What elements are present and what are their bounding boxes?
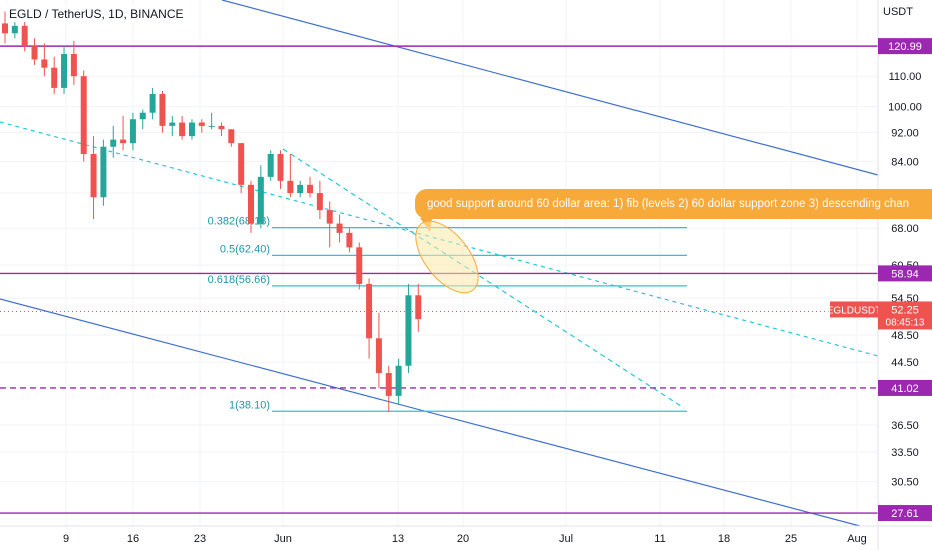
candle-body — [41, 59, 48, 68]
candles — [2, 11, 422, 413]
candle-body — [110, 139, 117, 147]
candle-body — [415, 295, 422, 320]
time-tick-label: 11 — [654, 533, 665, 545]
candle-body — [375, 338, 382, 374]
candle-body — [248, 184, 254, 224]
candle-body — [395, 365, 402, 396]
channel-upper-line — [221, 0, 879, 176]
fib-level-label: 1(38.10) — [229, 399, 270, 411]
annotation-callout[interactable]: good support around 60 dollar area: 1) f… — [415, 189, 932, 219]
time-tick-label: 16 — [127, 533, 139, 545]
symbol-tag — [830, 301, 878, 318]
level-price-tag — [878, 379, 932, 396]
candle-body — [70, 54, 77, 77]
time-tick-label: Jun — [274, 533, 292, 545]
level-price-label: 27.61 — [891, 508, 919, 520]
candle-body — [198, 122, 205, 126]
candle-body — [159, 93, 166, 126]
candle-body — [366, 283, 373, 339]
price-tick-label: 36.50 — [891, 420, 919, 432]
candle-body — [336, 223, 343, 233]
candle-body — [139, 112, 146, 120]
price-tick-label: 48.50 — [891, 330, 919, 342]
candle-body — [120, 139, 127, 144]
time-tick-label: Jul — [559, 533, 573, 545]
level-price-tag — [878, 505, 932, 522]
fib-level-label: 0.5(62.40) — [220, 243, 270, 255]
fib-level-label: 0.382(68.13) — [208, 216, 270, 228]
candle-body — [316, 193, 323, 211]
time-tick-label: Aug — [847, 533, 867, 545]
candle-body — [208, 125, 215, 127]
candle-body — [277, 153, 284, 181]
candle-body — [169, 122, 176, 126]
time-tick-label: 20 — [457, 533, 469, 545]
candle-body — [257, 176, 264, 224]
time-tick-label: 25 — [785, 533, 797, 545]
price-axis: 110.00100.0092.0084.0076.0068.0060.5054.… — [827, 0, 932, 550]
candle-body — [267, 153, 274, 177]
candle-body — [307, 184, 314, 194]
price-tick-label: 30.50 — [891, 477, 919, 489]
candle-body — [405, 295, 412, 366]
candle-body — [80, 76, 87, 154]
candle-body — [100, 146, 107, 198]
candle-body — [11, 25, 18, 34]
level-price-tag — [878, 265, 932, 282]
time-tick-label: 18 — [718, 533, 730, 545]
candle-body — [238, 143, 245, 185]
countdown-label: 08:45:13 — [886, 317, 925, 328]
channel-lower-line — [0, 298, 861, 527]
trend-channels — [0, 0, 879, 527]
level-price-tag — [878, 38, 932, 55]
candle-body — [326, 210, 333, 224]
time-tick-label: 23 — [194, 533, 206, 545]
currency-label: USDT — [883, 6, 913, 18]
candle-body — [31, 46, 38, 60]
annotation-text: good support around 60 dollar area: 1) f… — [427, 198, 910, 210]
symbol-tag-label: EGLDUSDT — [827, 305, 881, 316]
last-price-label: 52.25 — [891, 304, 919, 316]
price-tick-label: 84.00 — [891, 156, 919, 168]
candle-body — [129, 119, 136, 144]
level-price-label: 58.94 — [891, 268, 919, 280]
price-tick-label: 92.00 — [891, 128, 919, 140]
support-zone-ellipse[interactable] — [404, 210, 490, 303]
price-tick-label: 33.50 — [891, 447, 919, 459]
candle-body — [51, 67, 58, 88]
candle-body — [21, 25, 28, 47]
price-tick-label: 110.00 — [889, 71, 922, 83]
candle-body — [2, 23, 8, 34]
symbol-title-text: EGLD / TetherUS, 1D, BINANCE — [9, 7, 184, 21]
time-tick-label: 13 — [392, 533, 404, 545]
candle-body — [90, 153, 97, 198]
candle-body — [179, 122, 186, 137]
symbol-title[interactable]: EGLD / TetherUS, 1D, BINANCE — [6, 6, 187, 22]
fib-level-label: 0.618(56.66) — [208, 274, 270, 286]
candle-body — [356, 247, 363, 284]
candle-body — [149, 93, 156, 113]
candle-body — [218, 125, 225, 130]
price-tick-label: 100.00 — [888, 101, 922, 113]
candle-body — [61, 54, 68, 88]
level-price-label: 120.99 — [888, 41, 922, 53]
descending-trendline — [282, 148, 685, 409]
last-price-tag — [878, 301, 932, 330]
level-price-label: 41.02 — [891, 383, 919, 395]
time-axis: 9 16 23 Jun 13 20 Jul 11 18 25 Aug — [0, 525, 932, 545]
candle-body — [297, 184, 304, 194]
candle-body — [346, 232, 353, 248]
time-tick-label: 9 — [63, 533, 69, 545]
candle-body — [287, 180, 294, 194]
price-tick-label: 68.00 — [891, 223, 919, 235]
candle-body — [385, 373, 392, 396]
candle-body — [228, 129, 235, 144]
price-tick-label: 44.50 — [891, 357, 919, 369]
candle-body — [188, 122, 195, 137]
